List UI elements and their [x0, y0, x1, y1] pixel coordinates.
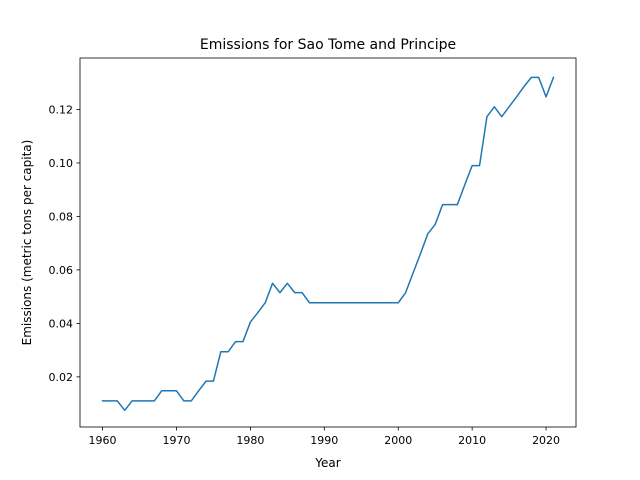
- plot-frame: [79, 57, 577, 428]
- y-tick-label: 0.08: [49, 210, 74, 223]
- y-axis-label: Emissions (metric tons per capita): [20, 140, 34, 346]
- x-tick-label: 2000: [384, 434, 412, 447]
- x-tick-label: 1980: [236, 434, 264, 447]
- y-tick-label: 0.04: [49, 317, 74, 330]
- x-tick-label: 1960: [89, 434, 117, 447]
- y-tick-label: 0.10: [49, 157, 74, 170]
- x-tick-label: 2010: [458, 434, 486, 447]
- x-tick-label: 1970: [162, 434, 190, 447]
- series-line: [101, 76, 555, 412]
- y-tick-label: 0.02: [49, 371, 74, 384]
- x-tick-label: 1990: [310, 434, 338, 447]
- x-tick-label: 2020: [532, 434, 560, 447]
- y-tick-label: 0.06: [49, 264, 74, 277]
- x-axis-label: Year: [314, 456, 340, 470]
- y-tick-label: 0.12: [49, 103, 74, 116]
- chart-title: Emissions for Sao Tome and Principe: [200, 37, 456, 53]
- axis-ticks: 1960 1970 1980 1990 2000 2010 2020 0.02 0.04 0.06…: [49, 103, 561, 447]
